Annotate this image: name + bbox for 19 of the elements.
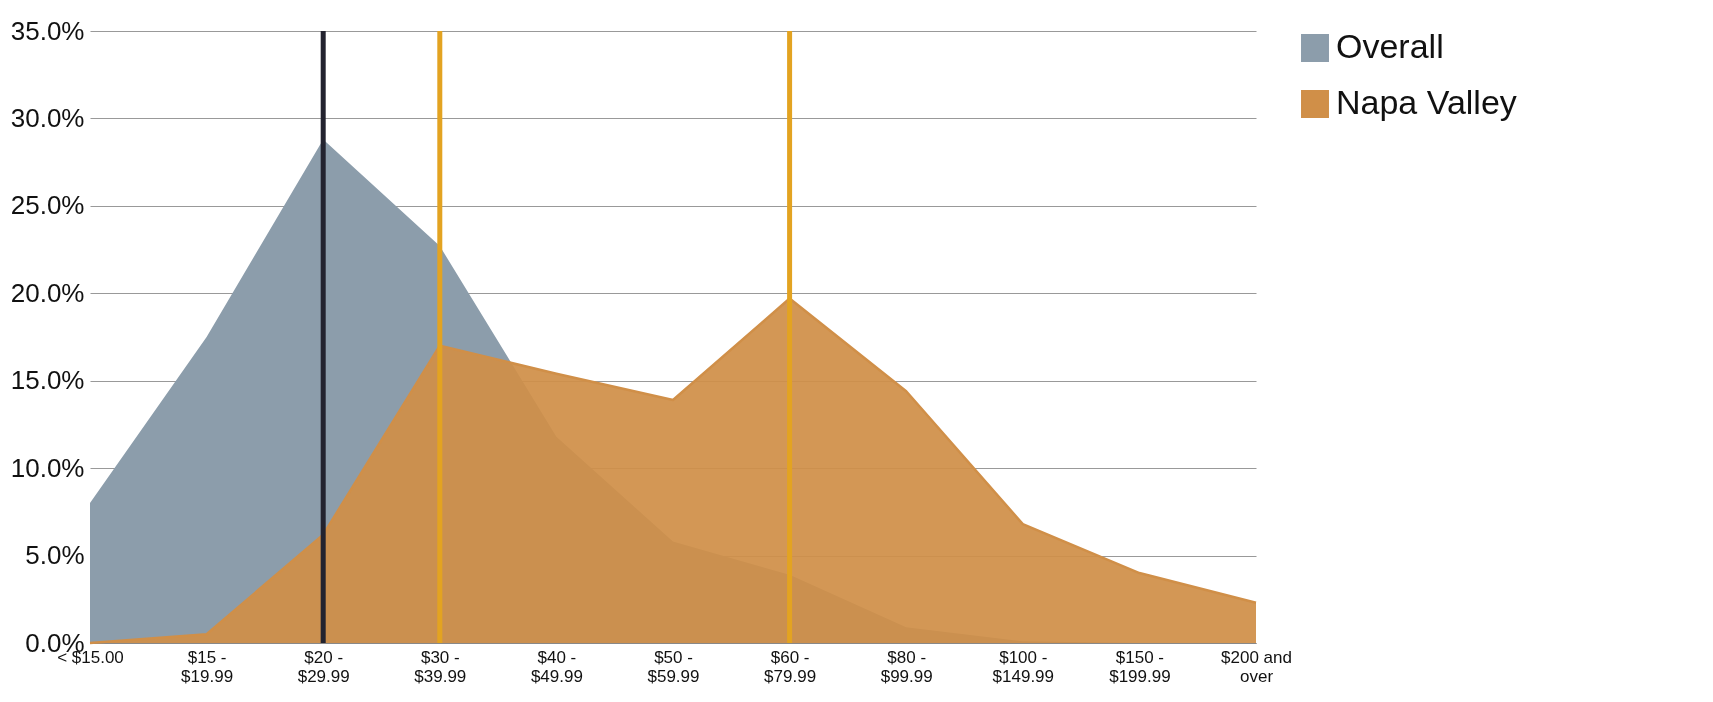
x-tick-label: $80 - $99.99 bbox=[880, 647, 933, 686]
y-tick-label: 35.0% bbox=[10, 15, 85, 46]
x-tick-label: $20 - $29.99 bbox=[297, 647, 350, 686]
y-tick-label: 30.0% bbox=[10, 102, 85, 133]
x-tick-label: $100 - $149.99 bbox=[992, 647, 1055, 686]
legend-label: Napa Valley bbox=[1336, 83, 1517, 121]
x-tick-label: $15 - $19.99 bbox=[181, 647, 234, 686]
x-tick-label: $200 and over bbox=[1221, 647, 1292, 686]
y-tick-label: 25.0% bbox=[10, 190, 85, 221]
y-tick-label: 5.0% bbox=[25, 540, 85, 571]
y-tick-label: 15.0% bbox=[10, 365, 85, 396]
legend-label: Overall bbox=[1336, 27, 1444, 65]
x-tick-label: $60 - $79.99 bbox=[764, 647, 817, 686]
x-tick-label: $150 - $199.99 bbox=[1109, 647, 1171, 686]
x-tick-label: $40 - $49.99 bbox=[530, 647, 583, 686]
x-tick-label: $50 - $59.99 bbox=[647, 647, 700, 686]
y-tick-label: 20.0% bbox=[10, 277, 85, 308]
x-tick-label: $30 - $39.99 bbox=[414, 647, 467, 686]
y-tick-label: 10.0% bbox=[10, 452, 85, 483]
